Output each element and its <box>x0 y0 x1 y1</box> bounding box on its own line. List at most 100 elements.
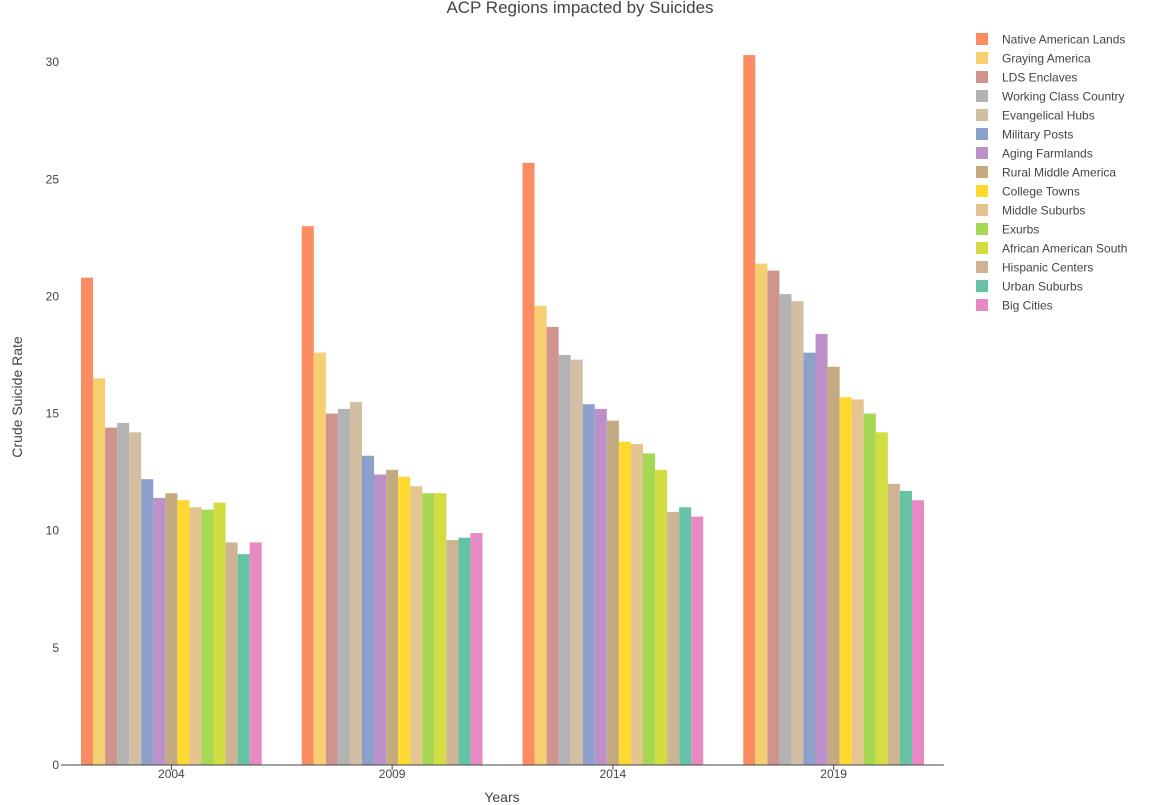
bar[interactable] <box>434 493 447 765</box>
bars-group <box>81 55 924 766</box>
bar[interactable] <box>117 422 130 765</box>
legend-swatch[interactable] <box>976 185 988 197</box>
bar[interactable] <box>546 326 559 765</box>
chart-title: ACP Regions impacted by Suicides <box>446 0 713 17</box>
bar[interactable] <box>815 333 828 765</box>
legend-label[interactable]: Native American Lands <box>1002 33 1125 47</box>
bar[interactable] <box>422 493 435 765</box>
bar[interactable] <box>446 540 459 765</box>
bar[interactable] <box>667 511 680 765</box>
legend-swatch[interactable] <box>976 109 988 121</box>
bar[interactable] <box>911 500 924 765</box>
x-tick-label: 2009 <box>379 767 406 781</box>
x-axis-title: Years <box>484 789 519 805</box>
bar[interactable] <box>582 404 595 765</box>
legend-swatch[interactable] <box>976 71 988 83</box>
x-axis-ticks: 2004 2009 2014 2019 <box>158 765 847 781</box>
bar[interactable] <box>153 497 166 765</box>
bar[interactable] <box>213 502 226 765</box>
bar[interactable] <box>899 490 912 765</box>
legend-swatch[interactable] <box>976 52 988 64</box>
legend-swatch[interactable] <box>976 223 988 235</box>
bar[interactable] <box>458 537 471 765</box>
bar[interactable] <box>313 352 326 765</box>
legend-label[interactable]: Hispanic Centers <box>1002 261 1093 275</box>
bar[interactable] <box>863 413 876 765</box>
bar[interactable] <box>655 469 668 765</box>
bar[interactable] <box>470 533 483 765</box>
legend-label[interactable]: Big Cities <box>1002 299 1053 313</box>
bar[interactable] <box>386 469 399 765</box>
legend-label[interactable]: Evangelical Hubs <box>1002 109 1095 123</box>
legend-label[interactable]: Working Class Country <box>1002 90 1124 104</box>
legend-swatch[interactable] <box>976 261 988 273</box>
legend-label[interactable]: Exurbs <box>1002 223 1039 237</box>
bar[interactable] <box>349 401 362 765</box>
bar[interactable] <box>630 444 643 765</box>
bar[interactable] <box>643 453 656 765</box>
bar[interactable] <box>105 427 118 765</box>
bar[interactable] <box>618 441 631 765</box>
bar[interactable] <box>201 509 214 765</box>
bar[interactable] <box>301 226 314 765</box>
x-tick-label: 2019 <box>820 767 847 781</box>
legend-swatch[interactable] <box>976 299 988 311</box>
bar[interactable] <box>827 366 840 765</box>
bar[interactable] <box>81 277 94 765</box>
bar[interactable] <box>839 397 852 765</box>
bar[interactable] <box>743 55 756 766</box>
bar[interactable] <box>177 500 190 765</box>
bar[interactable] <box>606 420 619 765</box>
legend-label[interactable]: LDS Enclaves <box>1002 71 1077 85</box>
y-tick-label: 5 <box>52 641 59 655</box>
bar[interactable] <box>803 352 816 765</box>
legend-swatch[interactable] <box>976 242 988 254</box>
bar[interactable] <box>534 305 547 765</box>
bar[interactable] <box>851 399 864 765</box>
bar[interactable] <box>225 542 238 765</box>
bar[interactable] <box>791 301 804 765</box>
legend-swatch[interactable] <box>976 204 988 216</box>
bar[interactable] <box>522 162 535 765</box>
legend-swatch[interactable] <box>976 147 988 159</box>
bar[interactable] <box>93 378 106 765</box>
bar[interactable] <box>779 294 792 765</box>
bar[interactable] <box>410 486 423 765</box>
bar[interactable] <box>398 476 411 765</box>
bar[interactable] <box>570 359 583 765</box>
bar[interactable] <box>755 263 768 765</box>
legend-swatch[interactable] <box>976 280 988 292</box>
bar[interactable] <box>189 507 202 765</box>
legend-label[interactable]: African American South <box>1002 242 1127 256</box>
bar[interactable] <box>558 355 571 765</box>
bar[interactable] <box>165 493 178 765</box>
bar[interactable] <box>679 507 692 765</box>
bar[interactable] <box>767 270 780 765</box>
y-axis-title: Crude Suicide Rate <box>9 336 25 458</box>
bar[interactable] <box>875 432 888 765</box>
bar[interactable] <box>129 432 142 765</box>
bar[interactable] <box>141 479 154 765</box>
legend-swatch[interactable] <box>976 166 988 178</box>
bar[interactable] <box>887 483 900 765</box>
bar[interactable] <box>325 413 338 765</box>
legend-label[interactable]: Aging Farmlands <box>1002 147 1093 161</box>
legend-label[interactable]: Urban Suburbs <box>1002 280 1083 294</box>
legend-label[interactable]: Military Posts <box>1002 128 1073 142</box>
bar[interactable] <box>374 474 387 765</box>
bar[interactable] <box>691 516 704 765</box>
legend-label[interactable]: College Towns <box>1002 185 1080 199</box>
bar[interactable] <box>594 408 607 765</box>
legend-swatch[interactable] <box>976 90 988 102</box>
legend-label[interactable]: Middle Suburbs <box>1002 204 1085 218</box>
bar[interactable] <box>362 455 375 765</box>
legend-swatch[interactable] <box>976 33 988 45</box>
y-tick-label: 20 <box>46 289 60 303</box>
x-tick-label: 2004 <box>158 767 185 781</box>
legend-label[interactable]: Rural Middle America <box>1002 166 1116 180</box>
legend-swatch[interactable] <box>976 128 988 140</box>
bar[interactable] <box>249 542 262 765</box>
bar[interactable] <box>337 408 350 765</box>
legend-label[interactable]: Graying America <box>1002 52 1091 66</box>
bar[interactable] <box>237 554 250 765</box>
